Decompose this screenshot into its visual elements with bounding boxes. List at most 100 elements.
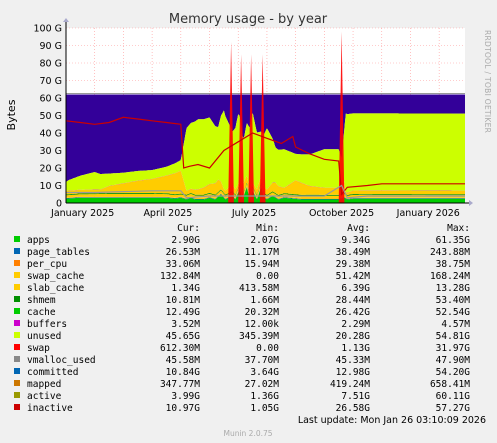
legend-label: committed [27,367,78,378]
y-tick-label: 0 [56,199,62,210]
legend-swatch [14,284,20,290]
legend-avg: 38.49M [336,247,371,258]
legend-label: page_tables [27,247,90,258]
legend-cur: 2.90G [171,235,200,246]
legend-row-buffers: buffers 3.52M 12.00k 2.29M 4.57M [14,319,470,330]
area-shmem [66,182,465,196]
legend-label: slab_cache [27,283,84,294]
legend-swatch [14,404,20,410]
legend-cur: 612.30M [160,343,200,354]
area-slab_cache [66,183,465,198]
legend-max: 54.81G [436,331,471,342]
x-tick-label: April 2025 [143,208,192,219]
legend-row-vmalloc_used: vmalloc_used 45.58M 37.70M 45.33M 47.90M [14,355,470,366]
legend-min: 413.58M [239,283,279,294]
line-series [65,31,465,203]
legend-avg: 29.38M [336,259,371,270]
legend-label: vmalloc_used [27,355,96,366]
legend-header-avg: Avg: [347,223,370,234]
legend-avg: 1.13G [341,343,370,354]
last-update: Last update: Mon Jan 26 03:10:09 2026 [298,415,486,426]
legend-avg: 28.44M [336,295,371,306]
legend-label: per_cpu [27,259,67,270]
legend-max: 52.54G [436,307,471,318]
legend-header-max: Max: [447,223,470,234]
legend-swatch [14,368,20,374]
y-tick-label: 10 G [40,181,62,192]
legend-max: 13.28G [436,283,471,294]
y-tick-labels: 0 10 G 20 G 30 G 40 G 50 G 60 G 70 G 80 G 90 G 100… [33,24,62,210]
legend-row-apps: apps 2.90G 2.07G 9.34G 61.35G [14,235,470,246]
legend-cur: 26.53M [166,247,201,258]
legend-swatch [14,272,20,278]
legend-min: 345.39M [239,331,279,342]
legend-label: apps [27,235,50,246]
y-tick-label: 100 G [33,24,62,35]
y-axis-arrow [63,18,69,22]
legend-max: 60.11G [436,391,471,402]
legend-label: unused [27,331,61,342]
legend-max: 57.27G [436,403,471,414]
legend-label: buffers [27,319,67,330]
legend-cur: 1.34G [171,283,200,294]
legend-avg: 51.42M [336,271,371,282]
legend-swatch [14,356,20,362]
x-tick-labels: January 2025 April 2025 July 2025 October 2… [50,208,460,219]
legend-min: 0.00 [256,343,279,354]
legend-avg: 20.28G [336,331,371,342]
legend-min: 20.32M [245,307,280,318]
legend-row-inactive: inactive 10.97G 1.05G 26.58G 57.27G [14,403,470,414]
legend-label: cache [27,307,56,318]
legend-swatch [14,236,20,242]
legend-cur: 3.99G [171,391,200,402]
y-tick-label: 90 G [40,41,62,52]
legend-avg: 9.34G [341,235,370,246]
y-tick-label: 50 G [40,111,62,122]
legend-min: 37.70M [245,355,280,366]
legend-max: 53.40M [436,295,471,306]
legend-avg: 419.24M [330,379,370,390]
legend-row-page_tables: page_tables 26.53M 11.17M 38.49M 243.88M [14,247,470,258]
legend-header-cur: Cur: [177,223,200,234]
legend-swatch [14,308,20,314]
area-cache [66,169,465,195]
legend-avg: 7.51G [341,391,370,402]
area-inactive [66,94,465,182]
legend-max: 47.90M [436,355,471,366]
y-tick-label: 20 G [40,164,62,175]
stacked-areas [66,93,465,203]
x-tick-label: January 2026 [396,208,460,219]
legend-min: 3.64G [250,367,279,378]
legend-cur: 10.81M [166,295,201,306]
legend-cur: 33.06M [166,259,201,270]
legend-swatch [14,296,20,302]
x-axis-arrow [469,200,473,206]
legend-max: 658.41M [430,379,470,390]
x-tick-label: October 2025 [309,208,374,219]
legend-label: active [27,391,62,402]
line-mapped [66,184,465,199]
munin-version: Munin 2.0.75 [223,429,272,438]
legend-min: 27.02M [245,379,280,390]
legend-avg: 26.42G [336,307,371,318]
legend-row-slab_cache: slab_cache 1.34G 413.58M 6.39G 13.28G [14,283,470,294]
x-tick-label: July 2025 [231,208,276,219]
legend-cur: 12.49G [166,307,201,318]
y-axis-label: Bytes [5,99,18,130]
legend-label: shmem [27,295,56,306]
legend-row-per_cpu: per_cpu 33.06M 15.94M 29.38M 38.75M [14,259,470,270]
area-swap_cache [66,186,465,199]
area-unused [66,110,465,193]
area-page_tables [66,187,465,200]
legend-max: 31.97G [436,343,471,354]
rrdtool-side-label: RRDTOOL / TOBI OETIKER [483,30,492,133]
legend-swatch [14,392,20,398]
legend-cur: 132.84M [160,271,200,282]
legend-header-min: Min: [256,223,279,234]
y-tick-label: 60 G [40,94,62,105]
area-apps [66,187,465,203]
legend-swatch [14,260,20,266]
legend-label: swap [27,343,50,354]
legend-cur: 3.52M [171,319,200,330]
